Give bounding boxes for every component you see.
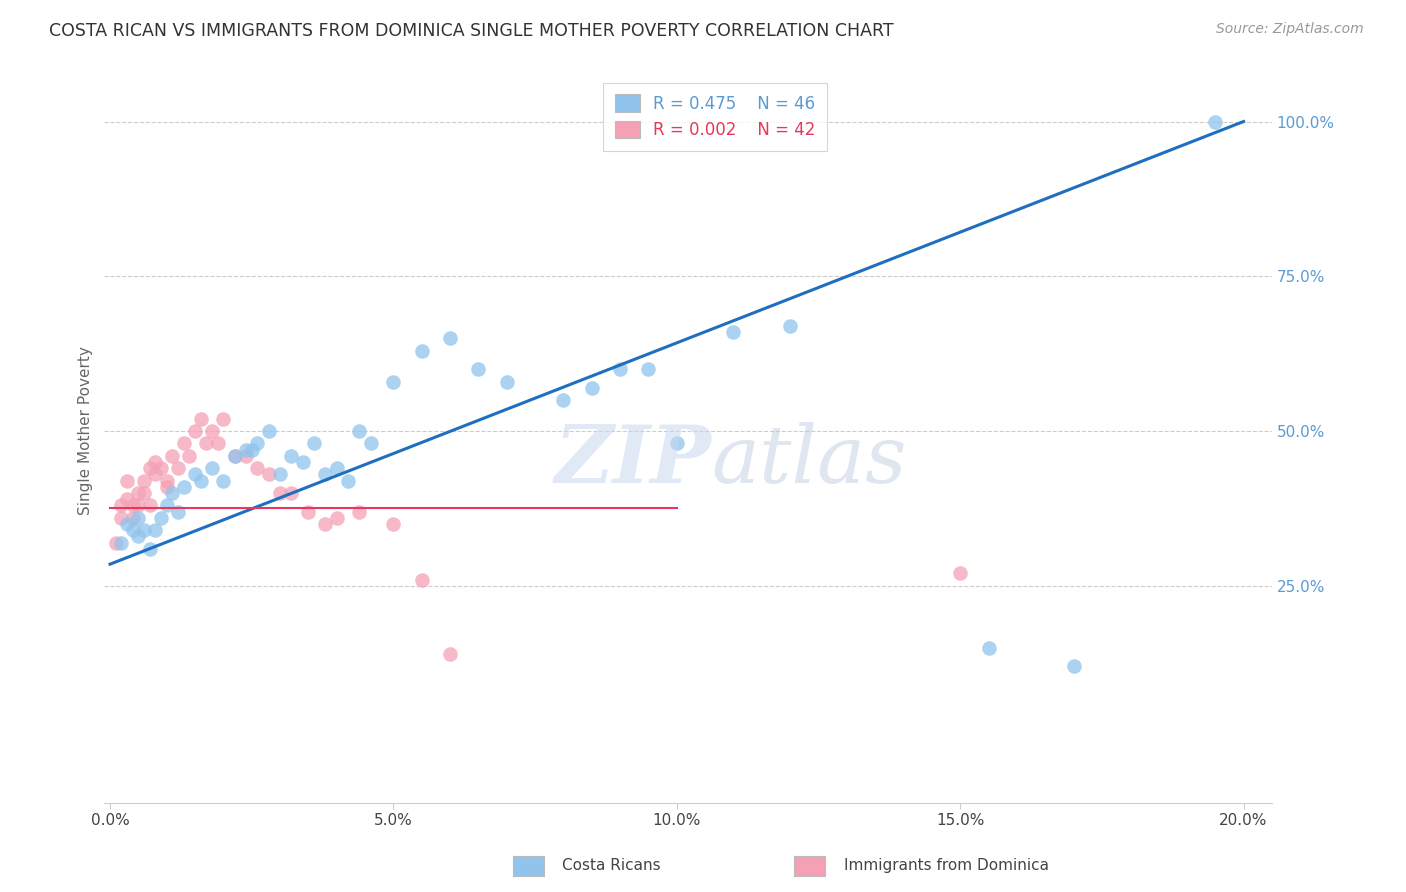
Point xyxy=(150,510,173,524)
Point xyxy=(156,499,179,513)
Point xyxy=(314,516,336,531)
Text: Source: ZipAtlas.com: Source: ZipAtlas.com xyxy=(1216,22,1364,37)
Point xyxy=(495,375,517,389)
Point xyxy=(184,467,207,482)
Point xyxy=(269,467,291,482)
Point xyxy=(127,510,149,524)
Point xyxy=(138,499,160,513)
Point xyxy=(132,486,155,500)
Point xyxy=(121,523,143,537)
Point xyxy=(145,455,167,469)
Point xyxy=(145,523,167,537)
Point xyxy=(190,474,212,488)
Point xyxy=(150,461,173,475)
Point xyxy=(145,467,167,482)
Point xyxy=(314,467,336,482)
Point xyxy=(949,566,972,581)
Point xyxy=(637,362,659,376)
Point xyxy=(439,331,461,345)
Point xyxy=(337,474,360,488)
Point xyxy=(349,424,371,438)
Point xyxy=(104,535,127,549)
Legend: R = 0.475    N = 46, R = 0.002    N = 42: R = 0.475 N = 46, R = 0.002 N = 42 xyxy=(603,83,827,151)
Point xyxy=(291,455,314,469)
Point xyxy=(162,486,184,500)
Point xyxy=(115,474,138,488)
Point xyxy=(127,499,149,513)
Point xyxy=(110,510,132,524)
Text: COSTA RICAN VS IMMIGRANTS FROM DOMINICA SINGLE MOTHER POVERTY CORRELATION CHART: COSTA RICAN VS IMMIGRANTS FROM DOMINICA … xyxy=(49,22,894,40)
Point xyxy=(138,541,160,556)
Point xyxy=(212,474,235,488)
Point xyxy=(411,573,433,587)
Point xyxy=(224,449,246,463)
Point xyxy=(326,510,349,524)
Point xyxy=(349,504,371,518)
Point xyxy=(246,436,269,450)
Point xyxy=(115,516,138,531)
Point xyxy=(173,480,195,494)
Text: ZIP: ZIP xyxy=(554,422,711,500)
Point xyxy=(184,424,207,438)
Point xyxy=(297,504,319,518)
Point xyxy=(439,647,461,661)
Point xyxy=(411,343,433,358)
Point xyxy=(121,510,143,524)
Point xyxy=(257,467,280,482)
Point xyxy=(257,424,280,438)
Point xyxy=(246,461,269,475)
Point xyxy=(156,474,179,488)
Point xyxy=(235,449,257,463)
Point xyxy=(156,480,179,494)
Point xyxy=(132,474,155,488)
Point xyxy=(280,486,302,500)
Point xyxy=(201,461,224,475)
Point xyxy=(779,318,801,333)
Point xyxy=(269,486,291,500)
Point xyxy=(665,436,688,450)
Point xyxy=(201,424,224,438)
Point xyxy=(162,449,184,463)
Point xyxy=(132,523,155,537)
Point xyxy=(553,393,575,408)
Point xyxy=(240,442,263,457)
Point xyxy=(360,436,382,450)
Point xyxy=(138,461,160,475)
Text: atlas: atlas xyxy=(711,422,907,500)
Point xyxy=(723,325,745,339)
Point xyxy=(115,492,138,507)
Point xyxy=(467,362,489,376)
Point xyxy=(167,461,190,475)
Point xyxy=(167,504,190,518)
Point xyxy=(127,486,149,500)
Point xyxy=(302,436,325,450)
Point xyxy=(382,516,405,531)
Point xyxy=(1063,659,1085,673)
Point xyxy=(609,362,631,376)
Point xyxy=(382,375,405,389)
Point xyxy=(1204,114,1226,128)
Point xyxy=(121,499,143,513)
Point xyxy=(110,499,132,513)
Point xyxy=(280,449,302,463)
Point xyxy=(581,381,603,395)
Point xyxy=(173,436,195,450)
Y-axis label: Single Mother Poverty: Single Mother Poverty xyxy=(79,347,93,516)
Point xyxy=(977,640,1000,655)
Point xyxy=(190,411,212,425)
Point xyxy=(179,449,201,463)
Point xyxy=(127,529,149,543)
Text: Costa Ricans: Costa Ricans xyxy=(562,858,661,872)
Text: Immigrants from Dominica: Immigrants from Dominica xyxy=(844,858,1049,872)
Point xyxy=(207,436,229,450)
Point xyxy=(224,449,246,463)
Point xyxy=(212,411,235,425)
Point xyxy=(235,442,257,457)
Point xyxy=(110,535,132,549)
Point xyxy=(326,461,349,475)
Point xyxy=(195,436,218,450)
